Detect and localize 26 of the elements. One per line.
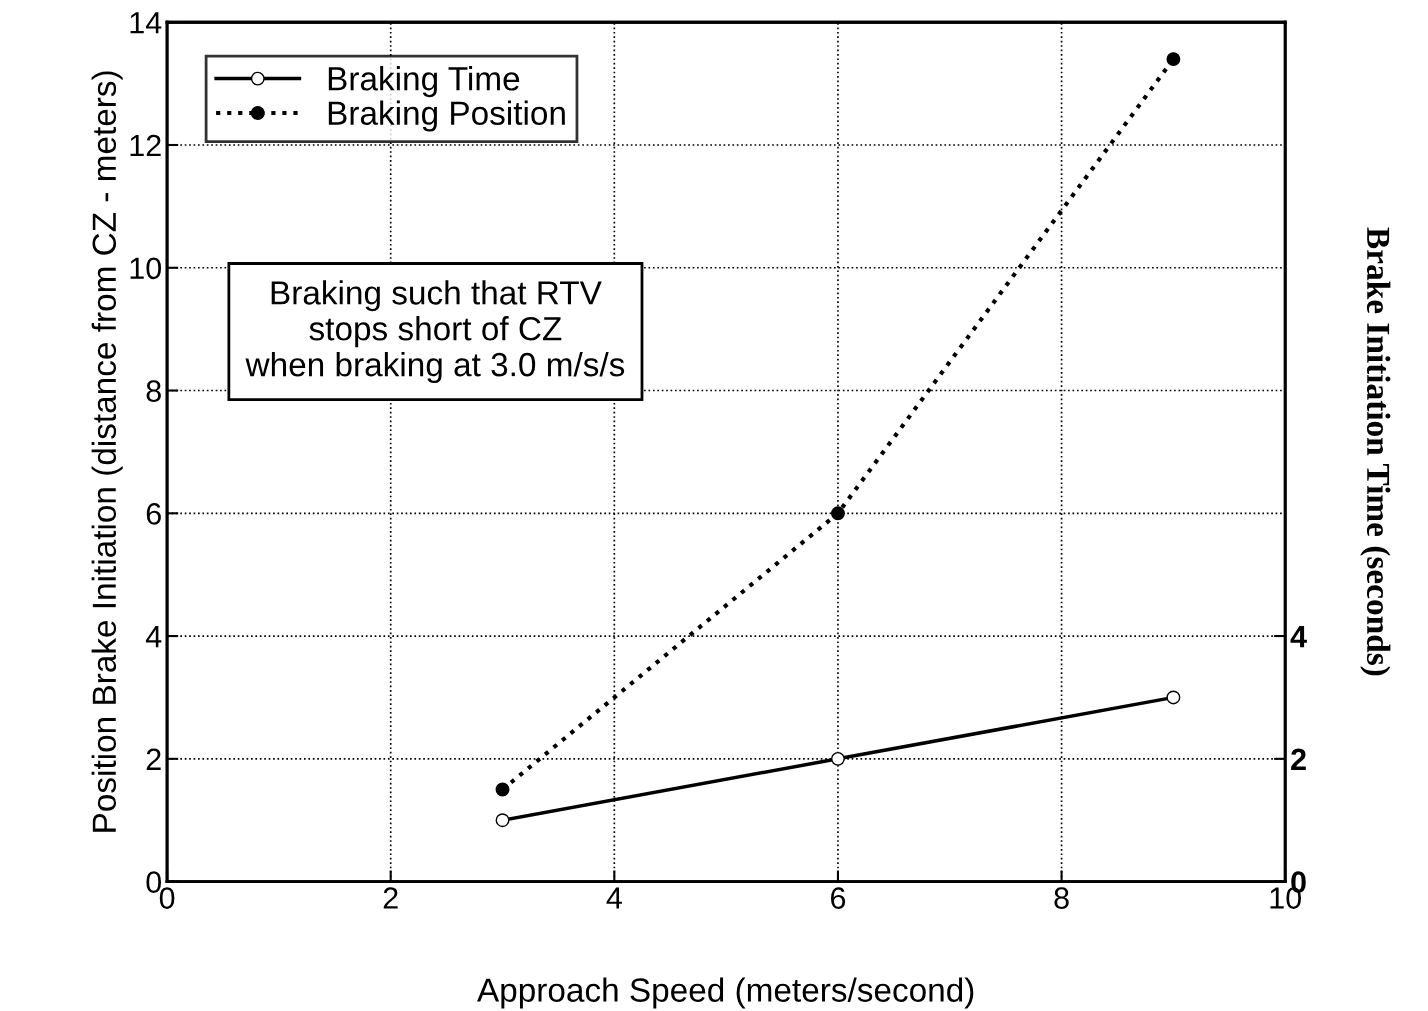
y2-tick-label: 4 bbox=[1290, 626, 1307, 648]
point bbox=[831, 751, 845, 766]
point bbox=[1166, 52, 1181, 67]
y-tick-label: 8 bbox=[146, 380, 161, 402]
y-tick-label: 2 bbox=[146, 748, 161, 770]
y-tick-label: 10 bbox=[130, 257, 162, 280]
annotation: Braking such that RTV stops short of CZ when braking at 3.0 m/s/s bbox=[245, 280, 625, 384]
y-tick-label: 6 bbox=[146, 503, 161, 525]
y-tick-label: 0 bbox=[146, 871, 162, 893]
x-axis-title: Approach Speed (meters/second) bbox=[477, 977, 974, 1009]
point bbox=[1166, 690, 1181, 705]
y-tick-label: 4 bbox=[145, 626, 162, 648]
point bbox=[495, 813, 510, 828]
y-axis-title: Position Brake Initiation (distance from CZ - meters) bbox=[91, 71, 123, 832]
point bbox=[495, 782, 510, 797]
x-tick-label: 2 bbox=[383, 887, 398, 909]
legend-label: Braking Position bbox=[328, 100, 565, 132]
x-tick-label: 8 bbox=[1054, 887, 1069, 909]
y-tick-label: 14 bbox=[130, 12, 162, 34]
y2-tick-label: 2 bbox=[1291, 748, 1306, 770]
point bbox=[831, 506, 845, 521]
x-tick-label: 6 bbox=[831, 887, 846, 909]
legend-label: Braking Time bbox=[328, 66, 520, 98]
y2-axis-title: Brake Initiation Time (seconds) bbox=[1360, 227, 1391, 676]
x-tick-label: 4 bbox=[606, 887, 622, 909]
y-tick-label: 12 bbox=[130, 134, 161, 157]
